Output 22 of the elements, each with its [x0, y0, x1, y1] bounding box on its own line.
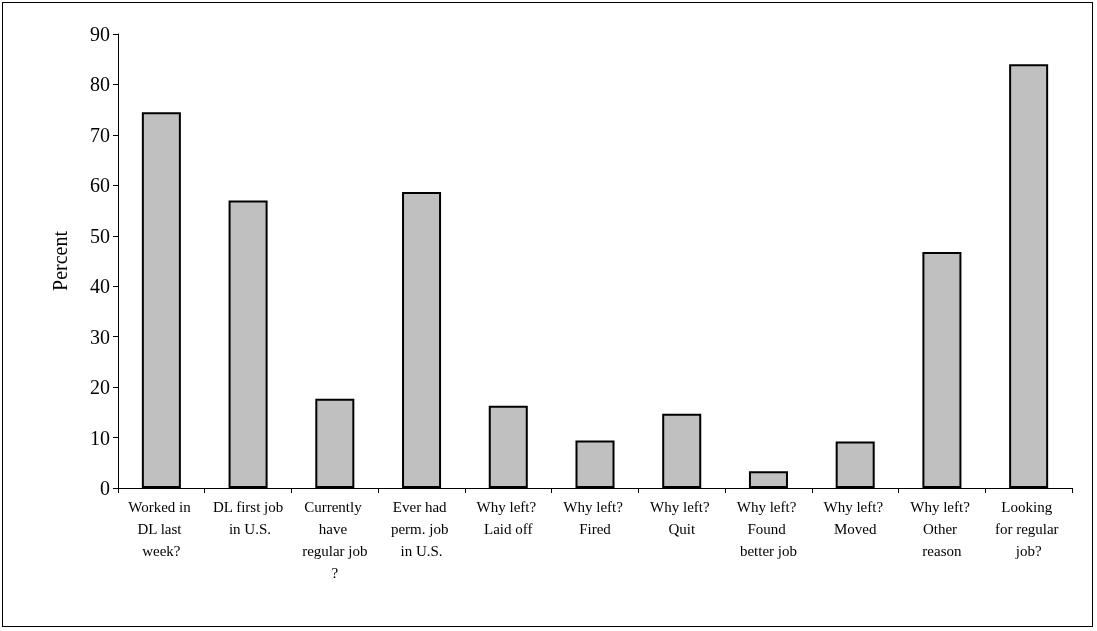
y-tick-label: 30	[90, 325, 110, 348]
y-tick-label: 80	[90, 73, 110, 96]
y-tick-label: 60	[90, 174, 110, 197]
x-tick-label: Ever had perm. job in U.S.	[390, 499, 453, 559]
x-tick-label: Currently have regular job?	[302, 499, 368, 581]
x-tick-label: Why left? Laid off	[476, 499, 540, 537]
y-tick-label: 90	[90, 23, 110, 45]
y-tick-label: 0	[100, 477, 110, 499]
x-tick-label: Why left? Found better job	[736, 499, 801, 559]
y-axis-title: Percent	[49, 230, 71, 291]
x-tick-label: Why left? Other reason	[910, 499, 974, 559]
x-tick-label: Why left? Fired	[563, 499, 627, 537]
x-tick-label: DL first job in U.S.	[212, 499, 284, 537]
y-tick-label: 10	[90, 426, 110, 449]
x-tick-label: Why left? Moved	[823, 499, 887, 537]
y-tick-label: 50	[90, 224, 110, 247]
y-tick-label: 40	[90, 275, 110, 298]
y-tick-label: 20	[90, 376, 110, 399]
x-tick-label: Why left? Quit	[650, 499, 714, 537]
y-tick-label: 70	[90, 123, 110, 146]
x-tick-label: Looking for regular job?	[994, 499, 1063, 559]
x-tick-label: Worked in DL last week?	[128, 499, 195, 559]
